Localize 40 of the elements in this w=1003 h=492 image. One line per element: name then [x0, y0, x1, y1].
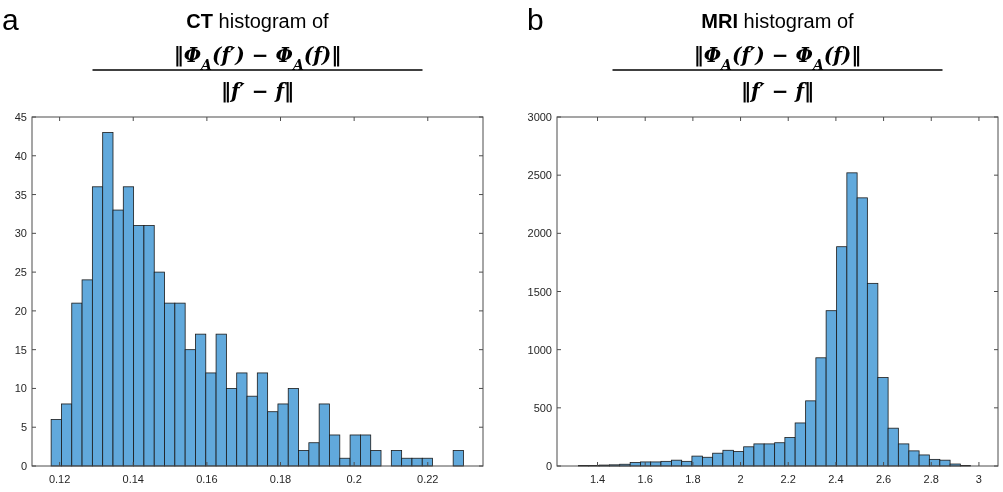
x-tick-label: 0.12 — [48, 473, 71, 485]
x-tick-label: 2.2 — [780, 473, 796, 485]
text: a — [2, 3, 19, 36]
y-tick-label: 3000 — [527, 111, 552, 123]
y-tick-label: 2000 — [527, 227, 552, 240]
x-tick-label: 2.6 — [875, 473, 892, 485]
x-tick-label: 0.2 — [346, 473, 362, 485]
x-tick-label: 0.14 — [122, 473, 144, 485]
x-tick-label: 0.22 — [417, 473, 439, 485]
x-tick-label: 2 — [737, 473, 744, 485]
x-tick-label: 1.6 — [637, 473, 653, 485]
text: ‖Φ$_{A}$(f′) − Φ$_{A}$(f)‖ — [693, 43, 862, 73]
y-tick-label: 0 — [545, 460, 552, 472]
x-tick-label: 2.4 — [828, 473, 844, 485]
chart-title: CT histogram of — [186, 10, 330, 32]
y-tick-label: 30 — [14, 227, 27, 240]
x-tick-label: 0.16 — [196, 473, 218, 485]
x-tick-label: 3 — [975, 473, 982, 485]
y-tick-label: 20 — [14, 304, 27, 317]
y-tick-label: 10 — [14, 382, 27, 395]
text: b — [527, 3, 544, 36]
y-tick-label: 35 — [14, 188, 27, 201]
x-tick-label: 1.8 — [685, 473, 701, 485]
x-tick-label: 2.8 — [923, 473, 939, 485]
y-tick-label: 15 — [14, 343, 27, 356]
y-tick-label: 1000 — [527, 343, 552, 356]
y-tick-label: 1500 — [527, 285, 552, 298]
y-tick-label: 45 — [14, 111, 27, 123]
x-tick-label: 0.18 — [269, 473, 292, 485]
y-tick-label: 5 — [20, 421, 27, 434]
y-tick-label: 2500 — [527, 169, 552, 182]
text: ‖f′ − f‖ — [740, 79, 815, 103]
text: ‖f′ − f‖ — [220, 79, 295, 103]
text: ‖Φ$_{A}$(f′) − Φ$_{A}$(f)‖ — [173, 43, 342, 73]
y-tick-label: 40 — [14, 149, 27, 162]
y-tick-label: 500 — [533, 401, 552, 414]
y-tick-label: 25 — [14, 266, 27, 279]
y-tick-label: 0 — [20, 460, 27, 472]
x-tick-label: 1.4 — [589, 473, 606, 485]
chart-title: MRI histogram of — [701, 10, 855, 32]
